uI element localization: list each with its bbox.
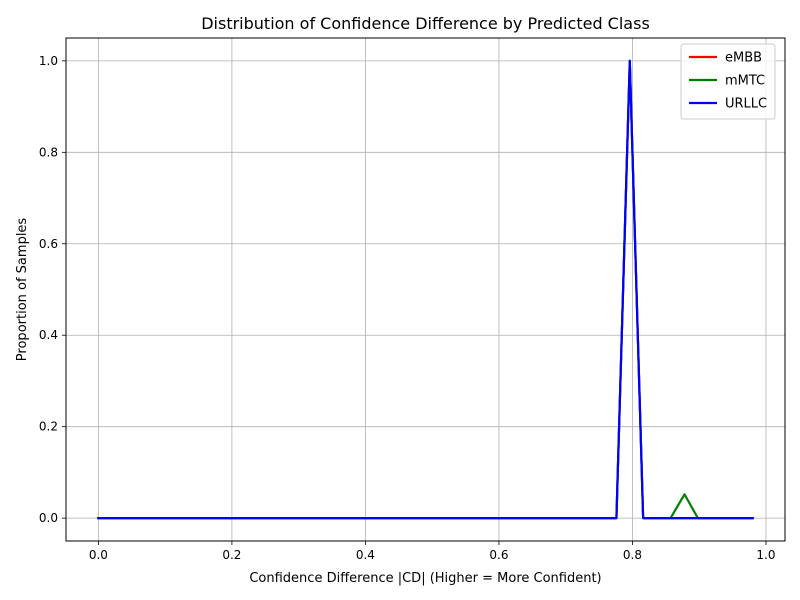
plot-frame [65, 37, 786, 542]
y-tick-label: 0.0 [39, 511, 58, 525]
x-tick-label: 0.0 [89, 548, 108, 562]
y-tick-label: 0.6 [39, 237, 58, 251]
x-tick-label: 0.8 [623, 548, 642, 562]
y-tick-label: 0.8 [39, 145, 58, 159]
tick-layer: 0.0 0.2 0.4 0.6 0.8 1.0 0.0 0.2 0.4 0.6 0.8 1.0 [39, 54, 776, 562]
x-tick-label: 1.0 [756, 548, 775, 562]
x-tick-label: 0.6 [489, 548, 508, 562]
x-tick-label: 0.4 [356, 548, 375, 562]
x-tick-label: 0.2 [222, 548, 241, 562]
y-axis-label: Proportion of Samples [15, 218, 30, 362]
chart-title: Distribution of Confidence Difference by… [201, 14, 650, 33]
series-layer [97, 59, 754, 520]
y-tick-label: 0.4 [39, 328, 58, 342]
legend-label-mmtc: mMTC [725, 74, 765, 89]
legend-label-embb: eMBB [725, 51, 762, 66]
y-tick-label: 1.0 [39, 54, 58, 68]
x-axis-label: Confidence Difference |CD| (Higher = Mor… [249, 571, 601, 586]
legend: eMBB mMTC URLLC [680, 43, 776, 120]
series-line-urllc [97, 59, 754, 520]
y-tick-label: 0.2 [39, 420, 58, 434]
legend-label-urllc: URLLC [725, 97, 767, 112]
legend-box [680, 43, 776, 120]
